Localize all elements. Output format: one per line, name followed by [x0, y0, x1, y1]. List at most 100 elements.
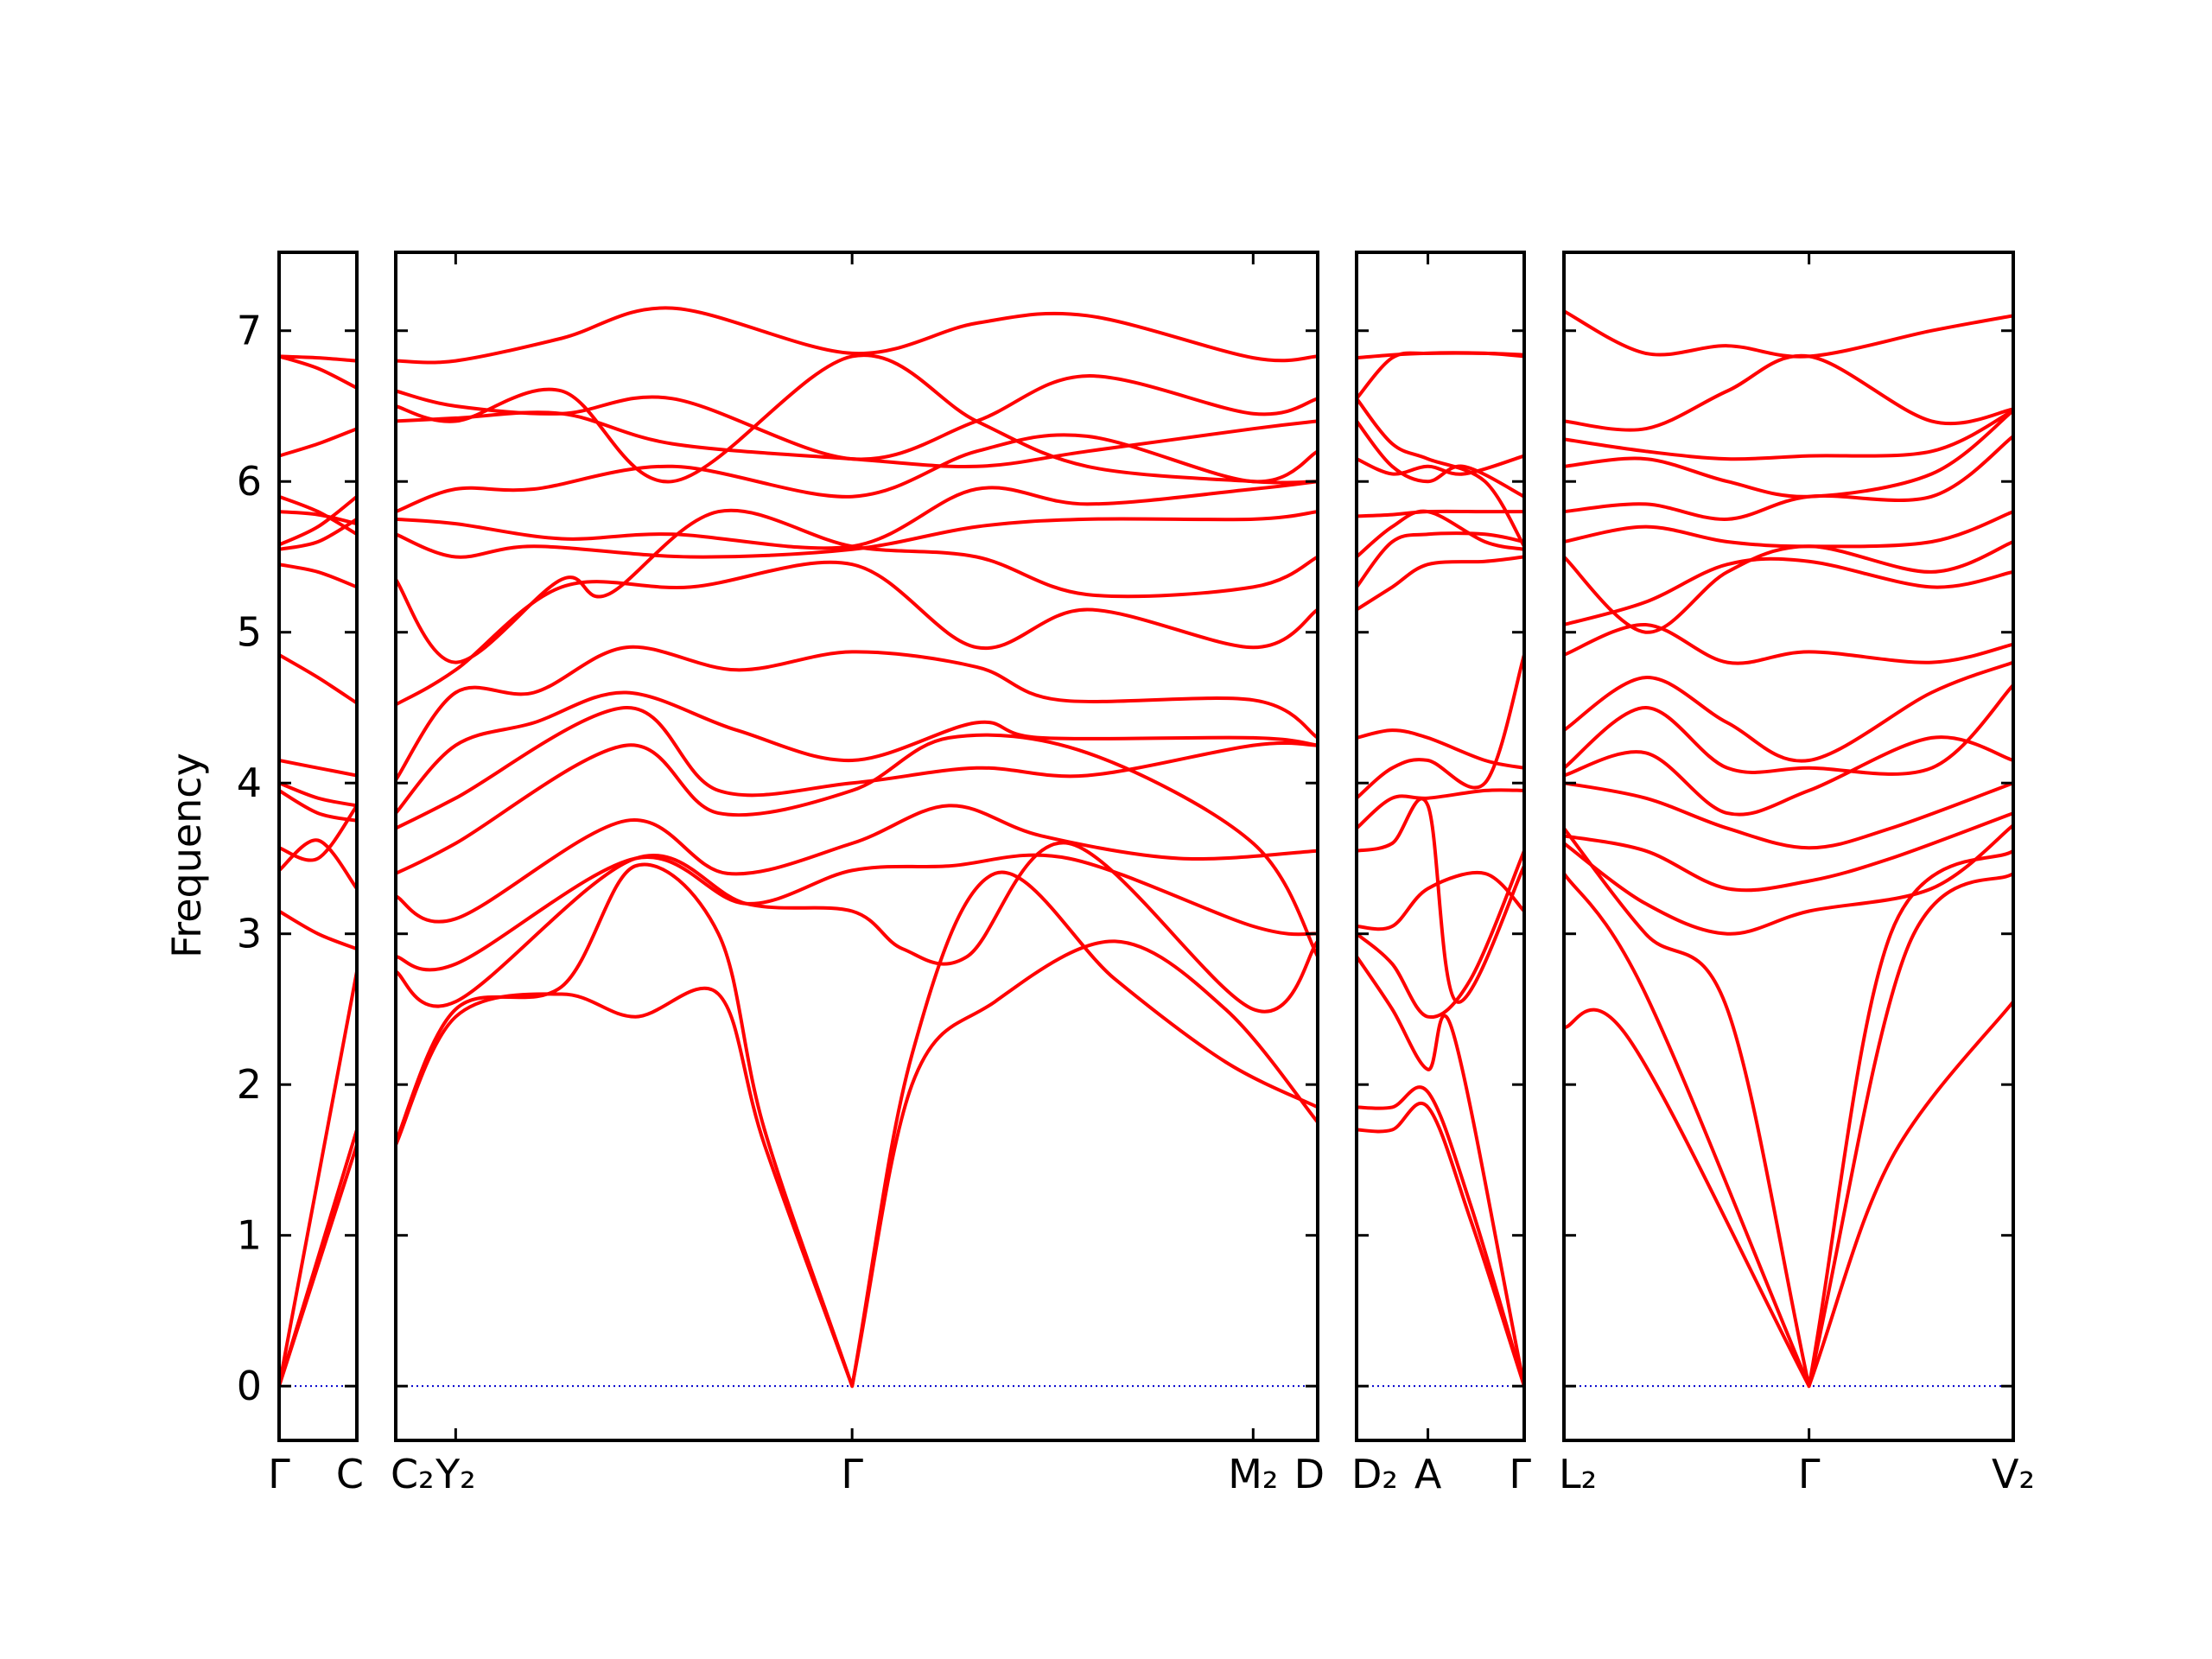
phonon-band — [396, 433, 1318, 513]
phonon-band — [396, 508, 1318, 664]
phonon-band — [1564, 556, 2013, 626]
panels-layer: Γ C C₂ Y₂ Γ M₂ D D₂ A Γ L₂ Γ V₂ — [268, 251, 2035, 1497]
x-tick-label: A — [1414, 1451, 1442, 1497]
phonon-band — [279, 427, 357, 458]
phonon-band — [396, 480, 1318, 550]
phonon-band — [279, 354, 357, 390]
phonon-band — [1357, 871, 1524, 931]
phonon-band — [279, 495, 357, 547]
phonon-band — [396, 690, 1318, 815]
bands — [1357, 351, 1524, 1387]
y-axis: 0 1 2 3 4 5 6 7 — [237, 308, 262, 1409]
phonon-band — [1357, 1085, 1524, 1387]
x-tick-label: D — [1294, 1451, 1325, 1497]
phonon-band — [1357, 420, 1524, 499]
phonon-band — [1564, 510, 2013, 549]
phonon-band — [1564, 435, 2013, 521]
phonon-band — [1564, 540, 2013, 634]
x-tick-label: Γ — [1798, 1451, 1821, 1497]
x-tick-label: V₂ — [1992, 1451, 2035, 1497]
phonon-band — [1564, 353, 2013, 432]
phonon-band — [279, 838, 357, 890]
phonon-band — [279, 1128, 357, 1387]
phonon-band — [1357, 654, 1524, 800]
phonon-band — [279, 909, 357, 951]
phonon-band — [279, 518, 357, 551]
phonon-band — [1564, 309, 2013, 359]
phonon-band — [396, 804, 1318, 924]
y-tick-label: 0 — [237, 1363, 262, 1409]
phonon-band — [1564, 827, 2013, 1389]
y-tick-label: 5 — [237, 609, 262, 656]
bands — [279, 354, 357, 1387]
x-tick-label: Γ — [841, 1451, 863, 1497]
panel-c2-y2-g-m2-d: C₂ Y₂ Γ M₂ D — [391, 251, 1325, 1497]
panel-frame — [394, 251, 1319, 1442]
phonon-band — [396, 841, 1318, 1014]
panel-frame — [1562, 251, 2015, 1442]
panel-frame — [277, 251, 359, 1442]
phonon-band — [279, 354, 357, 363]
phonon-band — [1357, 728, 1524, 770]
x-tick-label: C₂ — [391, 1451, 435, 1497]
phonon-band — [1357, 1102, 1524, 1387]
phonon-band — [396, 733, 1318, 957]
phonon-band — [396, 306, 1318, 365]
x-tick-label: Γ — [1509, 1451, 1531, 1497]
panel-frame — [1355, 251, 1526, 1442]
phonon-band — [1564, 811, 2013, 893]
phonon-band — [1357, 397, 1524, 548]
phonon-band — [1564, 409, 2013, 499]
phonon-band — [1564, 781, 2013, 850]
phonon-band — [1357, 351, 1524, 360]
panel-l2-g-v2: L₂ Γ V₂ — [1559, 251, 2035, 1497]
phonon-band — [1357, 509, 1524, 518]
phonon-band — [396, 353, 1318, 485]
phonon-band — [396, 645, 1318, 781]
phonon-band — [1357, 788, 1524, 830]
phonon-band — [1357, 454, 1524, 476]
y-tick-label: 7 — [237, 308, 262, 354]
phonon-band — [396, 510, 1318, 559]
phonon-band — [279, 789, 357, 823]
phonon-band — [1357, 955, 1524, 1387]
phonon-band — [279, 494, 357, 537]
phonon-band — [1357, 797, 1524, 1004]
phonon-band — [1564, 409, 2013, 461]
phonon-band — [396, 374, 1318, 461]
y-axis-label: Frequency — [163, 753, 210, 958]
phonon-band — [279, 970, 357, 1387]
phonon-band — [279, 510, 357, 526]
phonon-band — [1564, 735, 2013, 817]
phonon-band — [279, 781, 357, 808]
phonon-band — [1564, 683, 2013, 776]
phonon-band — [396, 862, 1318, 1389]
x-tick-label: D₂ — [1351, 1451, 1398, 1497]
phonon-band — [279, 563, 357, 589]
phonon-band — [396, 853, 1318, 972]
x-tick-label: L₂ — [1559, 1451, 1597, 1497]
bands — [396, 306, 1318, 1389]
y-tick-label: 4 — [237, 760, 262, 806]
phonon-band — [1357, 849, 1524, 1020]
x-tick-label: M₂ — [1228, 1451, 1278, 1497]
phonon-band — [396, 560, 1318, 707]
phonon-band — [279, 759, 357, 778]
phonon-band — [1564, 660, 2013, 763]
phonon-band — [1564, 823, 2013, 936]
phonon-band — [1564, 622, 2013, 665]
y-tick-label: 1 — [237, 1212, 262, 1259]
x-tick-label: Y₂ — [435, 1451, 476, 1497]
panel-d2-a-g: D₂ A Γ — [1351, 251, 1531, 1497]
y-tick-label: 6 — [237, 458, 262, 505]
phonon-band — [1357, 531, 1524, 588]
phonon-band — [396, 705, 1318, 830]
y-tick-label: 2 — [237, 1061, 262, 1108]
x-tick-label: C — [336, 1451, 364, 1497]
phonon-band — [279, 653, 357, 705]
y-tick-label: 3 — [237, 911, 262, 957]
phonon-band — [1357, 555, 1524, 612]
